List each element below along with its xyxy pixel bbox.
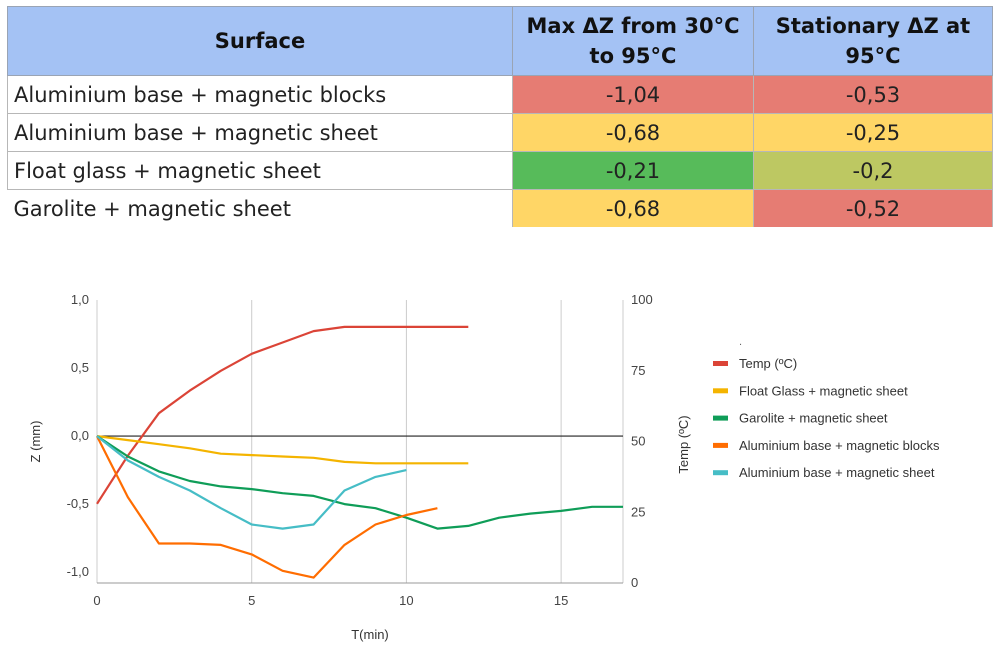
y2-tick-label: 75 <box>631 363 645 378</box>
legend-header: . <box>739 336 742 348</box>
max-dz-cell: -0,21 <box>512 151 754 190</box>
max-dz-cell: -0,68 <box>512 189 754 227</box>
legend-label: Temp (ºC) <box>739 356 797 371</box>
legend-swatch <box>713 415 728 421</box>
results-table: Surface Max ΔZ from 30°C to 95°C Station… <box>7 6 993 227</box>
y-tick-label: 0,5 <box>71 360 89 375</box>
series-line-1 <box>96 435 469 465</box>
x-tick-label: 15 <box>554 593 568 608</box>
series-line-4 <box>96 435 407 530</box>
y-tick-label: -0,5 <box>67 496 89 511</box>
stationary-dz-cell: -0,25 <box>753 113 993 152</box>
line-chart: 0 5 10 15 -1,0 -0,5 0,0 0,5 1,0 0 25 50 75 100 T(min) Z… <box>28 292 940 642</box>
column-header-surface: Surface <box>7 6 513 76</box>
y2-tick-label: 100 <box>631 292 653 307</box>
max-dz-cell: -1,04 <box>512 75 754 114</box>
y2-tick-label: 50 <box>631 434 645 449</box>
legend-label: Garolite + magnetic sheet <box>739 411 888 426</box>
stationary-dz-cell: -0,53 <box>753 75 993 114</box>
table-row: Float glass + magnetic sheet -0,21 -0,2 <box>7 151 993 190</box>
surface-cell: Aluminium base + magnetic blocks <box>7 75 513 114</box>
y2-tick-label: 0 <box>631 575 638 590</box>
x-axis-title: T(min) <box>351 627 389 642</box>
table-row: Aluminium base + magnetic blocks -1,04 -… <box>7 75 993 114</box>
y2-axis-title: Temp (ºC) <box>676 415 691 473</box>
stationary-dz-cell: -0,52 <box>753 189 993 227</box>
y-axis-title: Z (mm) <box>28 421 43 463</box>
surface-cell: Float glass + magnetic sheet <box>7 151 513 190</box>
y-tick-label: 0,0 <box>71 428 89 443</box>
stationary-dz-cell: -0,2 <box>753 151 993 190</box>
x-tick-label: 10 <box>399 593 413 608</box>
legend-swatch <box>713 470 728 476</box>
series-line-3 <box>96 435 438 579</box>
column-header-max-dz: Max ΔZ from 30°C to 95°C <box>512 6 754 76</box>
y-tick-label: 1,0 <box>71 292 89 307</box>
table-header-row: Surface Max ΔZ from 30°C to 95°C Station… <box>7 6 993 76</box>
legend-swatch <box>713 361 728 366</box>
surface-cell: Aluminium base + magnetic sheet <box>7 113 513 152</box>
y2-tick-label: 25 <box>631 504 645 519</box>
legend-swatch <box>713 388 728 394</box>
y-tick-label: -1,0 <box>67 564 89 579</box>
x-tick-label: 5 <box>248 593 255 608</box>
legend-label: Float Glass + magnetic sheet <box>739 383 908 398</box>
legend-swatch <box>713 442 728 448</box>
series-line-0 <box>96 325 469 505</box>
x-tick-label: 0 <box>93 593 100 608</box>
column-header-stationary-dz: Stationary ΔZ at 95°C <box>753 6 993 76</box>
table-row: Aluminium base + magnetic sheet -0,68 -0… <box>7 113 993 152</box>
surface-cell: Garolite + magnetic sheet <box>7 189 513 227</box>
legend-label: Aluminium base + magnetic blocks <box>739 438 940 453</box>
legend-label: Aluminium base + magnetic sheet <box>739 465 935 480</box>
series-line-2 <box>96 435 623 530</box>
table-row: Garolite + magnetic sheet -0,68 -0,52 <box>7 189 993 227</box>
max-dz-cell: -0,68 <box>512 113 754 152</box>
